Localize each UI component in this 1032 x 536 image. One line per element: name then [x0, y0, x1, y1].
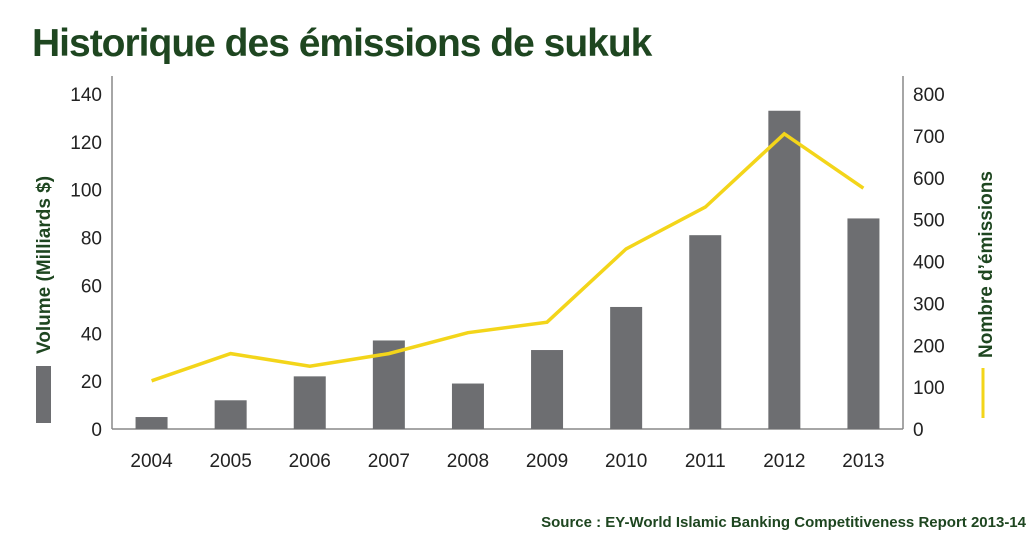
- y-tick-label: 140: [70, 85, 102, 106]
- axis-titles: Volume (Milliards $) Nombre d’émissions: [34, 171, 997, 423]
- y2-tick-label: 100: [913, 378, 945, 399]
- bar: [689, 235, 722, 429]
- y-tick-label: 0: [91, 420, 102, 441]
- bars: [135, 110, 880, 429]
- series-line: [151, 131, 865, 383]
- y-tick-label: 20: [81, 372, 102, 393]
- y-axis-title: Volume (Milliards $): [34, 176, 55, 354]
- bar: [214, 400, 247, 429]
- y-tick-label: 120: [70, 133, 102, 154]
- x-tick-label: 2013: [842, 451, 884, 472]
- x-tick-label: 2011: [685, 451, 726, 472]
- bar: [768, 110, 801, 429]
- left-legend-swatch: [36, 366, 51, 423]
- y-tick-label: 40: [81, 324, 102, 345]
- chart-title: Historique des émissions de sukuk: [32, 22, 652, 65]
- x-tick-label: 2010: [605, 451, 647, 472]
- y-tick-label: 60: [81, 276, 102, 297]
- y2-tick-label: 0: [913, 420, 924, 441]
- y2-tick-label: 400: [913, 253, 945, 274]
- x-tick-label: 2005: [210, 451, 252, 472]
- line-series: [151, 131, 865, 383]
- x-tick-label: 2007: [368, 451, 410, 472]
- y2-tick-label: 600: [913, 169, 945, 190]
- bar: [451, 383, 484, 429]
- y-tick-label: 80: [81, 229, 102, 250]
- bar: [531, 350, 564, 429]
- bar: [847, 218, 880, 429]
- y2-axis-title: Nombre d’émissions: [976, 171, 997, 358]
- bar: [610, 306, 643, 429]
- y2-tick-label: 300: [913, 294, 945, 315]
- y-tick-label: 100: [70, 181, 102, 202]
- bar: [293, 376, 326, 429]
- y2-tick-label: 800: [913, 85, 945, 106]
- bar: [135, 417, 168, 429]
- y2-tick-label: 500: [913, 211, 945, 232]
- x-tick-label: 2008: [447, 451, 489, 472]
- y2-tick-label: 700: [913, 127, 945, 148]
- x-tick-label: 2004: [130, 451, 173, 472]
- x-tick-label: 2009: [526, 451, 568, 472]
- ticks: 0 20 40 60 80 100 120 140 0 100 200 300 400 500 600 700…: [70, 85, 944, 472]
- source-note: Source : EY-World Islamic Banking Compet…: [541, 514, 1026, 531]
- x-tick-label: 2006: [289, 451, 331, 472]
- x-tick-label: 2012: [763, 451, 805, 472]
- y2-tick-label: 200: [913, 336, 945, 357]
